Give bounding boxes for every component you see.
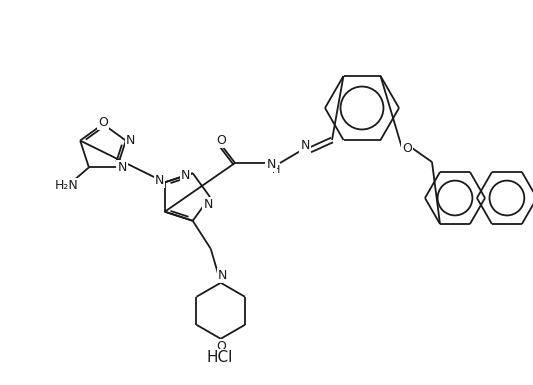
Text: O: O: [98, 116, 108, 129]
Text: O: O: [216, 134, 226, 147]
Text: HCl: HCl: [207, 350, 233, 365]
Text: N: N: [126, 134, 135, 147]
Text: N: N: [155, 174, 165, 187]
Text: N: N: [266, 157, 276, 171]
Text: N: N: [218, 269, 228, 282]
Text: H₂N: H₂N: [55, 179, 79, 192]
Text: H: H: [272, 165, 280, 175]
Text: N: N: [181, 169, 190, 182]
Text: N: N: [203, 198, 213, 211]
Text: N: N: [300, 139, 310, 152]
Text: O: O: [216, 340, 225, 353]
Text: N: N: [117, 161, 127, 174]
Text: O: O: [402, 142, 412, 154]
